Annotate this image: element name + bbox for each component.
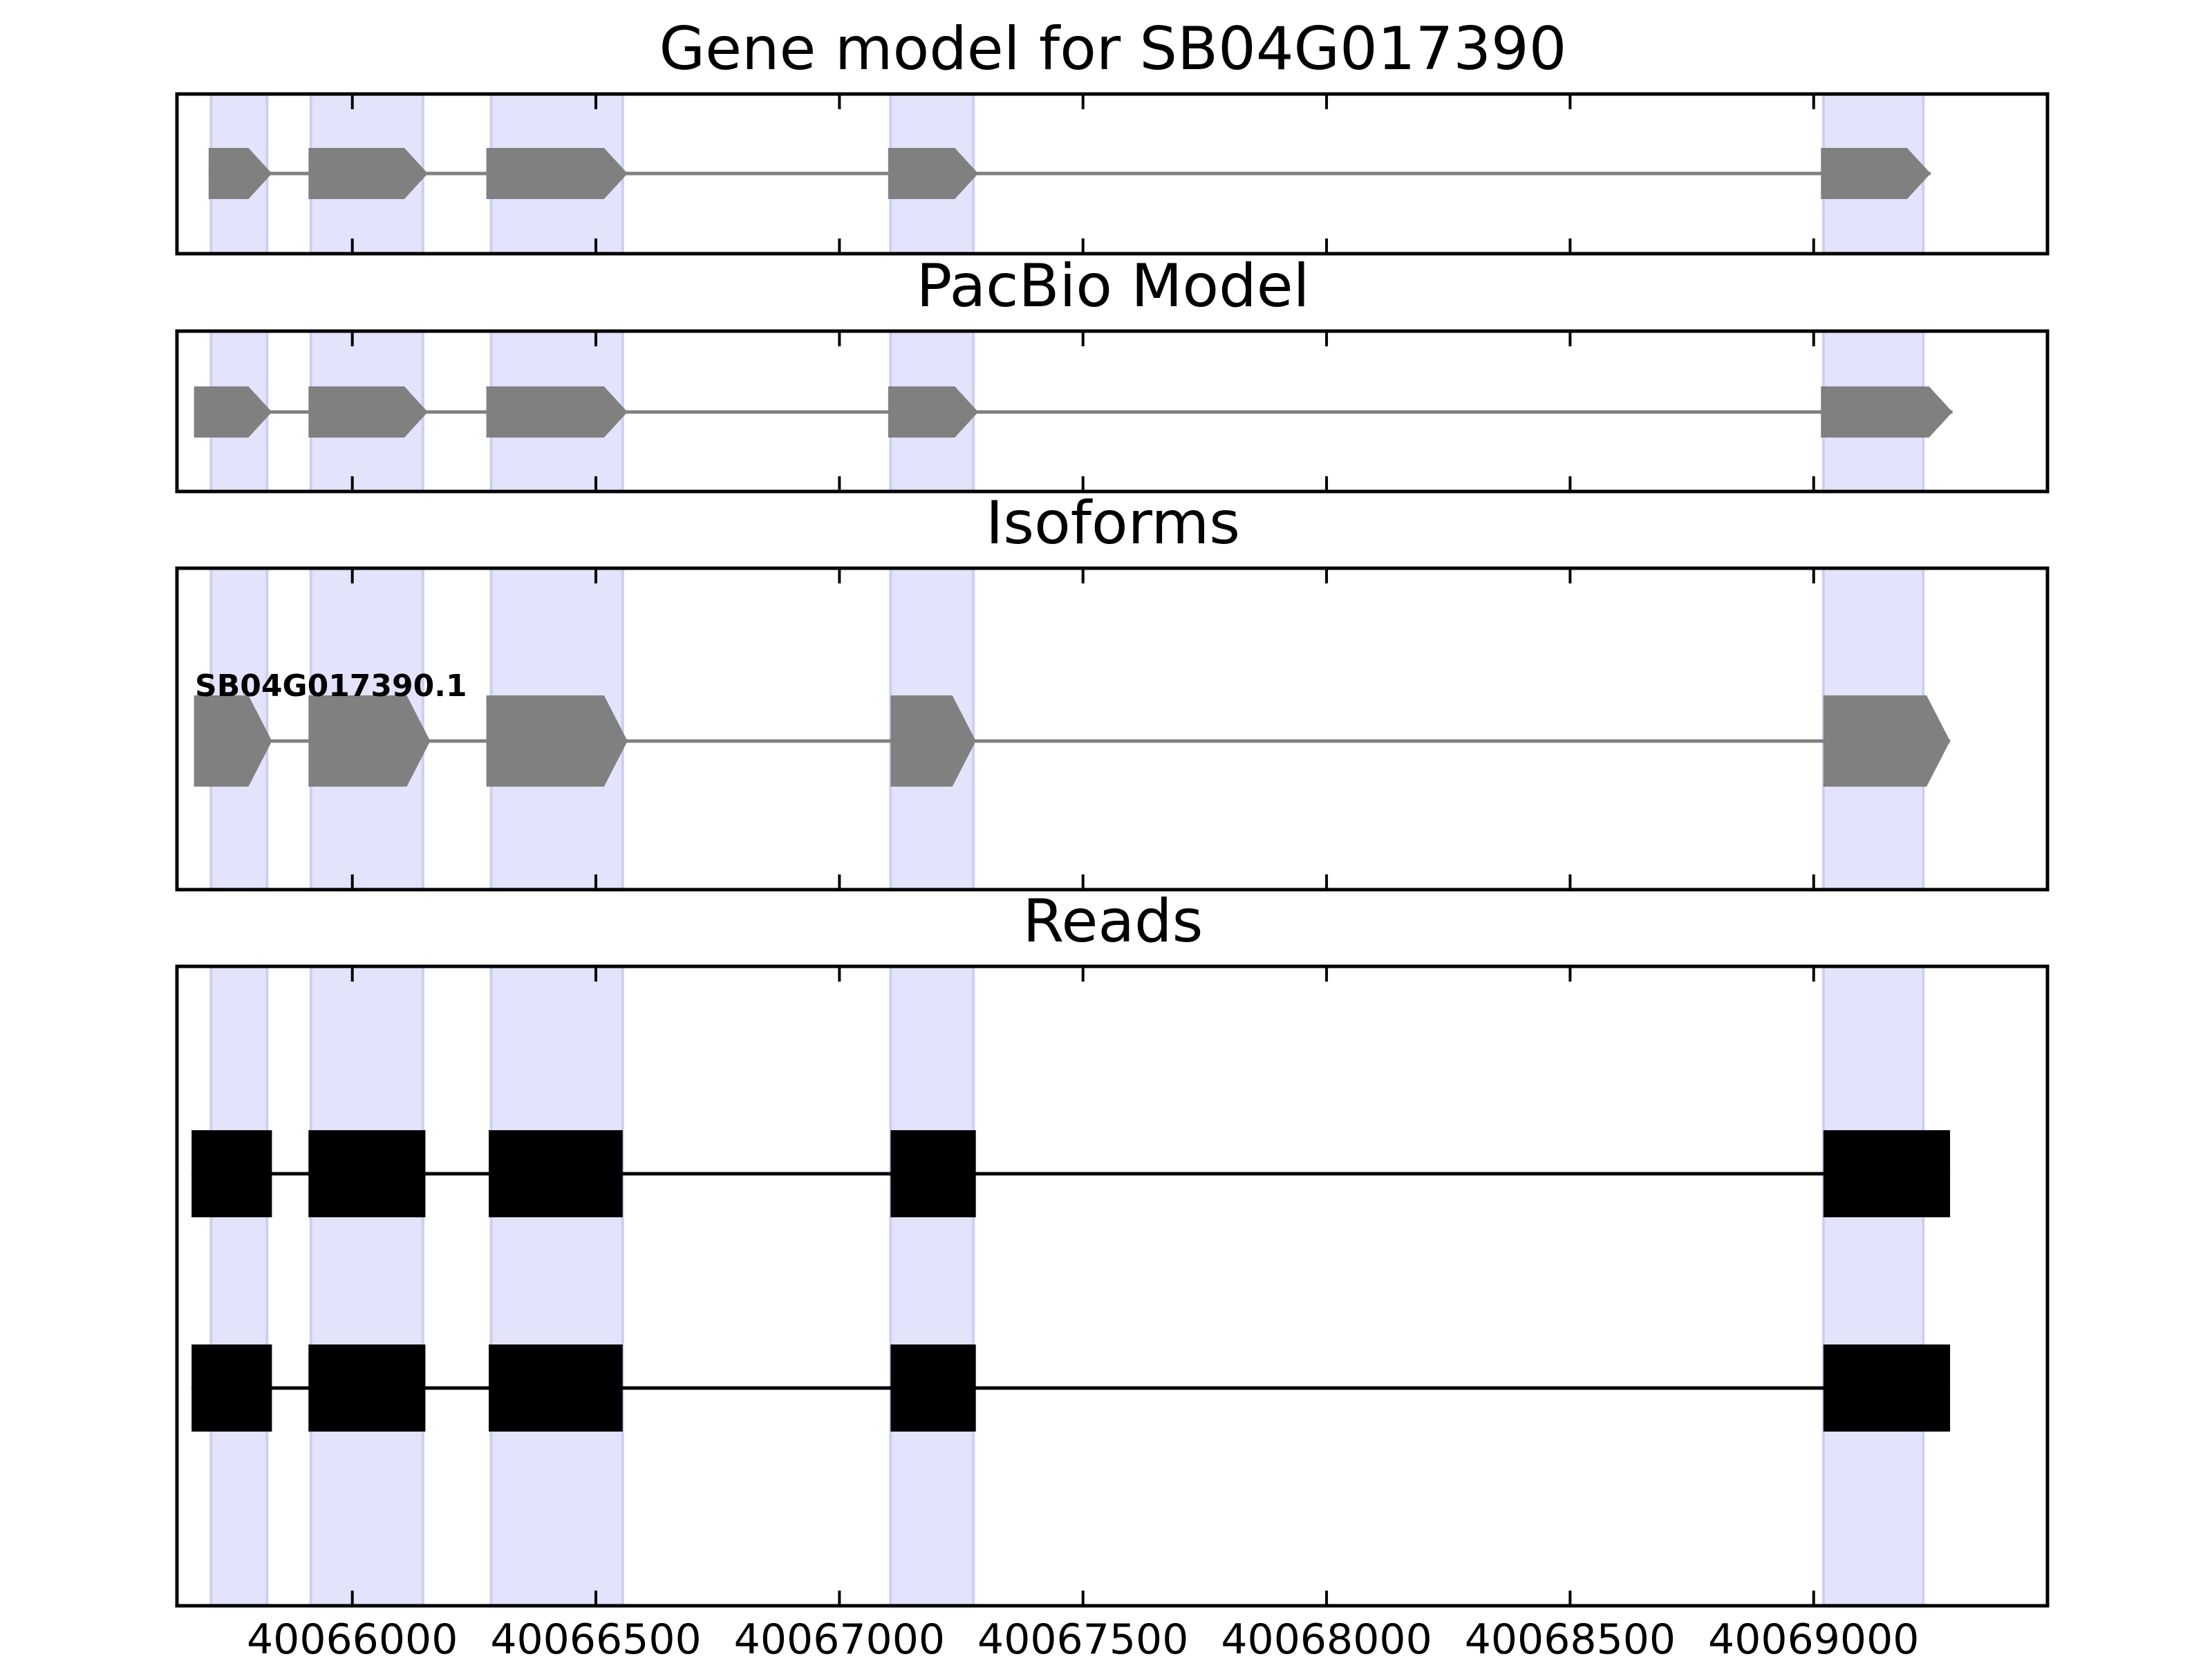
exon-1-3 [888, 386, 979, 438]
exon-0-0 [208, 148, 272, 199]
read-block-1-2 [489, 1344, 623, 1432]
x-tick-label-6: 40069000 [1708, 1615, 1919, 1659]
isoform-label: SB04G017390.1 [195, 668, 467, 704]
x-tick-label-3: 40067500 [977, 1615, 1188, 1659]
exon-0-1 [308, 148, 428, 199]
labels: Gene model for SB04G017390 PacBio Model … [195, 15, 1919, 1659]
read-block-1-0 [191, 1344, 272, 1432]
panel-frame-0 [175, 92, 2050, 256]
read-block-0-2 [489, 1130, 623, 1217]
panel-frame-2 [175, 566, 2050, 892]
read-block-1-4 [1823, 1344, 1951, 1432]
exon-0-2 [486, 148, 628, 199]
read-block-1-3 [890, 1344, 976, 1432]
exon-0-4 [1821, 148, 1931, 199]
intron-lines [191, 171, 1953, 1390]
panel-frames [175, 92, 2050, 1608]
read-block-0-1 [308, 1130, 426, 1217]
x-tick-label-4: 40068000 [1221, 1615, 1432, 1659]
panel-frame-3 [175, 964, 2050, 1608]
exon-2-1 [308, 695, 431, 787]
x-tick-label-5: 40068500 [1465, 1615, 1676, 1659]
panel-title-reads: Reads [1023, 887, 1203, 956]
shaded-exon-regions [209, 93, 1925, 1607]
read-block-1-1 [308, 1344, 426, 1432]
shaded-region-3-1 [309, 965, 424, 1607]
exon-blocks [191, 148, 1953, 1432]
panel-frame-1 [175, 329, 2050, 494]
exon-2-3 [890, 695, 976, 787]
exon-2-2 [486, 695, 628, 787]
exon-1-1 [308, 386, 428, 438]
exon-1-0 [194, 386, 272, 438]
exon-1-2 [486, 386, 628, 438]
x-tick-label-2: 40067000 [734, 1615, 945, 1659]
panel-title-gene-model: Gene model for SB04G017390 [659, 15, 1567, 84]
read-block-0-4 [1823, 1130, 1951, 1217]
exon-2-0 [194, 695, 272, 787]
x-tick-label-0: 40066000 [247, 1615, 458, 1659]
x-tick-label-1: 40066500 [490, 1615, 701, 1659]
shaded-region-3-4 [1821, 965, 1925, 1607]
exon-1-4 [1821, 386, 1953, 438]
panel-title-isoforms: Isoforms [986, 489, 1240, 558]
shaded-region-3-3 [889, 965, 975, 1607]
shaded-region-3-2 [489, 965, 624, 1607]
exon-0-3 [888, 148, 979, 199]
exon-2-4 [1823, 695, 1951, 787]
read-block-0-3 [890, 1130, 976, 1217]
shaded-region-3-0 [209, 965, 269, 1607]
panel-title-pacbio-model: PacBio Model [916, 252, 1309, 321]
read-block-0-0 [191, 1130, 272, 1217]
